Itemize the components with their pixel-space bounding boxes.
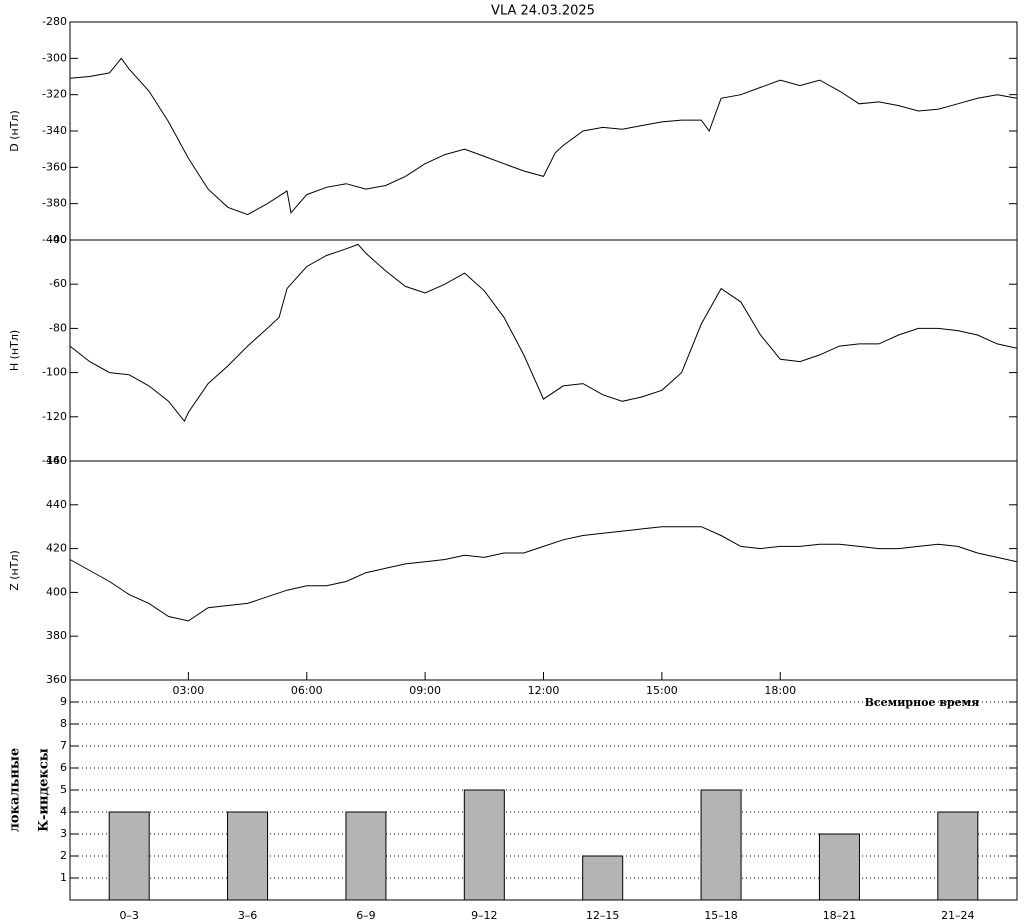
x-tick-label: 9–12 [471,909,498,921]
y-tick-label: 7 [60,739,67,752]
y-tick-label: 380 [46,629,67,642]
y-tick-label: 6 [60,761,67,774]
x-tick-label: 15:00 [646,684,678,697]
y-tick-label: -60 [49,277,67,290]
y-tick-label: 8 [60,717,67,730]
x-tick-label: 15–18 [704,909,738,921]
y-axis-label: К-индексы [37,748,52,832]
y-axis-label: H (нТл) [8,330,21,371]
x-tick-label: 18:00 [764,684,796,697]
y-axis-label: Z (нТл) [8,550,21,591]
x-tick-label: 12:00 [528,684,560,697]
y-tick-label: 2 [60,849,67,862]
y-tick-label: -400 [42,233,67,246]
chart-title: VLA 24.03.2025 [491,4,595,19]
y-tick-label: 360 [46,673,67,686]
y-tick-label: 460 [46,454,67,467]
y-tick-label: 5 [60,783,67,796]
bar [108,811,150,901]
y-tick-label: -280 [42,15,67,28]
y-axis-label: локальные [8,748,23,832]
x-tick-label: 06:00 [291,684,323,697]
bar [937,811,979,901]
bar [582,855,624,901]
y-tick-label: -360 [42,160,67,173]
y-tick-label: 400 [46,585,67,598]
y-tick-label: -380 [42,197,67,210]
data-line [69,57,1018,216]
y-tick-label: 1 [60,871,67,884]
plot-frame [69,21,1018,241]
y-tick-label: 9 [60,695,67,708]
x-tick-label: 3–6 [238,909,258,921]
data-line [69,526,1018,622]
y-tick-label: -340 [42,124,67,137]
bar [227,811,269,901]
x-tick-label: 12–15 [586,909,620,921]
plot-frame [69,460,1018,681]
bar [818,833,860,901]
x-tick-label: 09:00 [409,684,441,697]
y-tick-label: 420 [46,542,67,555]
y-tick-label: -40 [49,233,67,246]
x-tick-label: 03:00 [173,684,205,697]
x-tick-label: 18–21 [823,909,857,921]
bar [463,789,505,901]
x-tick-label: 0–3 [119,909,139,921]
y-tick-label: 3 [60,827,67,840]
y-tick-label: -320 [42,88,67,101]
y-tick-label: -80 [49,321,67,334]
data-line [69,243,1018,423]
x-tick-label: 6–9 [356,909,376,921]
plot-frame [69,239,1018,462]
y-tick-label: 440 [46,498,67,511]
y-tick-label: 4 [60,805,67,818]
bar [345,811,387,901]
y-tick-label: -300 [42,51,67,64]
x-tick-label: 21–24 [941,909,975,921]
y-tick-label: -100 [42,366,67,379]
y-tick-label: -120 [42,410,67,423]
bar [700,789,742,901]
y-axis-label: D (нТл) [8,110,21,152]
y-tick-label: -140 [42,454,67,467]
